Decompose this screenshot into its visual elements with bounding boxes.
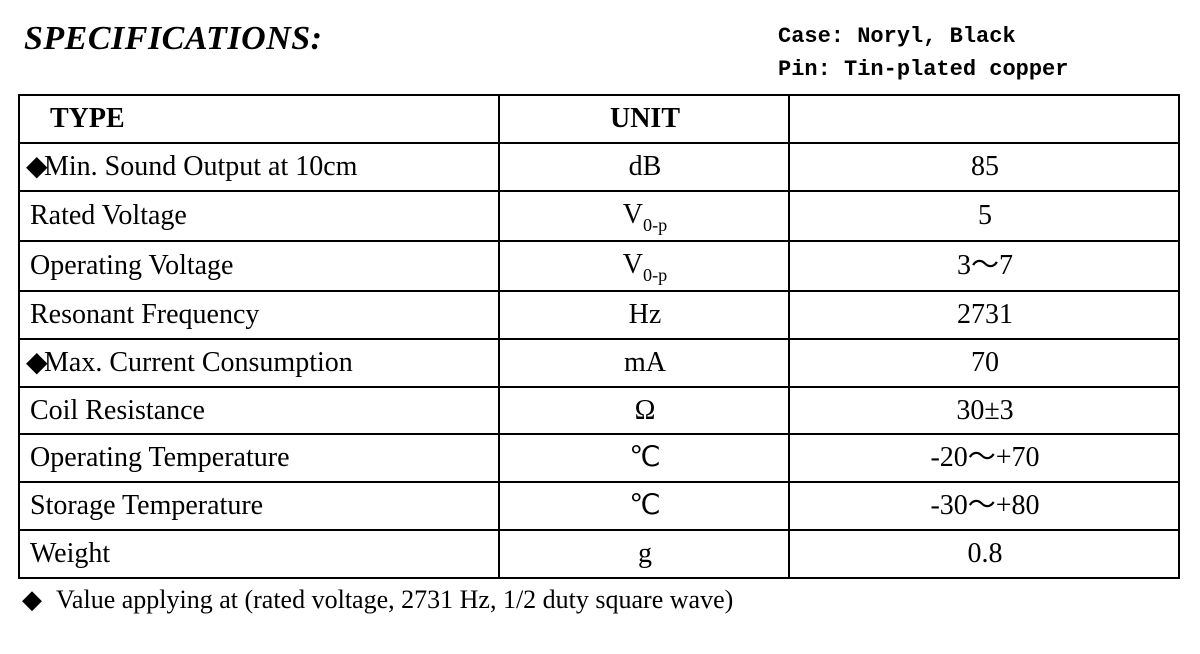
table-row: Operating Temperature ℃-20～+70 — [19, 434, 1179, 482]
spec-type-cell: Rated Voltage — [19, 191, 499, 241]
spec-type-text: Operating Voltage — [30, 250, 233, 281]
material-pin-line: Pin: Tin-plated copper — [778, 53, 1068, 86]
spec-value-cell: -20～+70 — [789, 434, 1179, 482]
spec-type-cell: ◆Min. Sound Output at 10cm — [19, 143, 499, 191]
table-row: Resonant Frequency Hz2731 — [19, 291, 1179, 339]
specs-title: SPECIFICATIONS: — [18, 20, 778, 58]
spec-value-cell: 30±3 — [789, 387, 1179, 435]
table-row: Storage Temperature ℃-30～+80 — [19, 482, 1179, 530]
spec-value-cell: 2731 — [789, 291, 1179, 339]
diamond-icon: ◆ — [22, 585, 40, 615]
col-header-unit: UNIT — [499, 95, 789, 143]
material-case-value: Noryl, Black — [857, 24, 1015, 49]
table-row: Operating Voltage V0-p3～7 — [19, 241, 1179, 291]
spec-type-cell: Coil Resistance — [19, 387, 499, 435]
spec-unit-cell: mA — [499, 339, 789, 387]
table-row: Rated Voltage V0-p5 — [19, 191, 1179, 241]
material-case-line: Case: Noryl, Black — [778, 20, 1068, 53]
spec-unit-cell: Ω — [499, 387, 789, 435]
col-header-type: TYPE — [19, 95, 499, 143]
col-header-value — [789, 95, 1179, 143]
spec-type-text: Weight — [30, 538, 110, 569]
spec-unit-cell: V0-p — [499, 191, 789, 241]
spec-type-cell: Resonant Frequency — [19, 291, 499, 339]
spec-unit-cell: Hz — [499, 291, 789, 339]
spec-value-cell: 85 — [789, 143, 1179, 191]
footnote: ◆ Value applying at (rated voltage, 2731… — [18, 579, 1182, 615]
spec-value-cell: 70 — [789, 339, 1179, 387]
spec-value-cell: 5 — [789, 191, 1179, 241]
material-case-label: Case: — [778, 24, 844, 49]
diamond-icon: ◆ — [26, 148, 44, 186]
table-row: Weight g0.8 — [19, 530, 1179, 578]
spec-type-cell: Weight — [19, 530, 499, 578]
spec-type-text: Resonant Frequency — [30, 299, 259, 330]
table-header-row: TYPE UNIT — [19, 95, 1179, 143]
table-row: Coil Resistance Ω30±3 — [19, 387, 1179, 435]
spec-value-cell: 0.8 — [789, 530, 1179, 578]
spec-type-text: Operating Temperature — [30, 442, 290, 473]
spec-type-cell: Operating Temperature — [19, 434, 499, 482]
spec-unit-cell: ℃ — [499, 434, 789, 482]
table-row: ◆Max. Current ConsumptionmA70 — [19, 339, 1179, 387]
materials-block: Case: Noryl, Black Pin: Tin-plated coppe… — [778, 20, 1068, 86]
spec-type-text: Coil Resistance — [30, 395, 205, 426]
spec-value-cell: 3～7 — [789, 241, 1179, 291]
spec-type-text: Min. Sound Output at 10cm — [44, 151, 357, 182]
table-row: ◆Min. Sound Output at 10cmdB85 — [19, 143, 1179, 191]
material-pin-value: Tin-plated copper — [844, 57, 1068, 82]
spec-unit-cell: V0-p — [499, 241, 789, 291]
footnote-text: Value applying at (rated voltage, 2731 H… — [56, 585, 733, 614]
material-pin-label: Pin: — [778, 57, 831, 82]
spec-type-text: Rated Voltage — [30, 200, 187, 231]
spec-value-cell: -30～+80 — [789, 482, 1179, 530]
spec-unit-cell: dB — [499, 143, 789, 191]
spec-type-cell: ◆Max. Current Consumption — [19, 339, 499, 387]
spec-unit-cell: g — [499, 530, 789, 578]
spec-type-text: Max. Current Consumption — [44, 347, 353, 378]
spec-unit-cell: ℃ — [499, 482, 789, 530]
spec-type-text: Storage Temperature — [30, 490, 263, 521]
specifications-table: TYPE UNIT ◆Min. Sound Output at 10cmdB85… — [18, 94, 1180, 579]
spec-type-cell: Storage Temperature — [19, 482, 499, 530]
spec-type-cell: Operating Voltage — [19, 241, 499, 291]
diamond-icon: ◆ — [26, 344, 44, 382]
